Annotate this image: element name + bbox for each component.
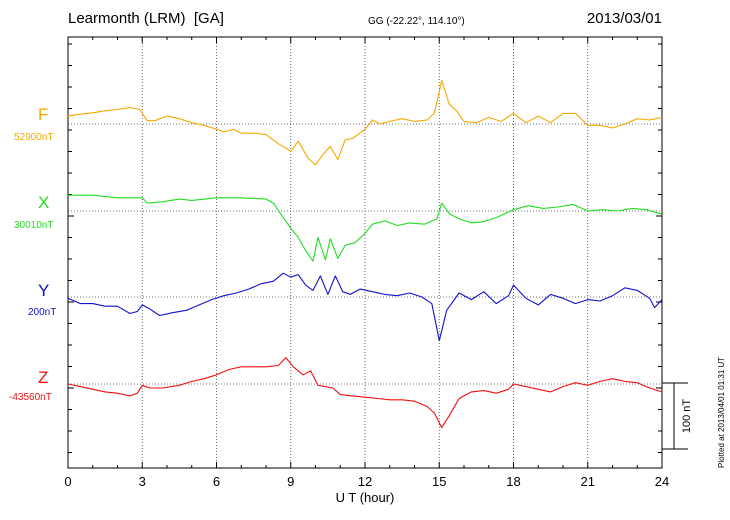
channel-baseline-y: 200nT (28, 307, 57, 318)
series-line-f (67, 79, 663, 166)
x-tick-label: 24 (654, 474, 670, 489)
channel-baseline-f: 52900nT (14, 132, 54, 143)
x-tick-label: 21 (580, 474, 595, 489)
channel-baseline-z: -43560nT (9, 392, 52, 403)
series-line-y (67, 272, 663, 342)
channel-label-f: F (38, 105, 49, 124)
x-tick-label: 18 (506, 474, 521, 489)
scale-bar-label: 100 nT (681, 399, 693, 434)
chart-title: Learmonth (LRM) [GA] (68, 10, 224, 27)
x-tick-label: 3 (138, 474, 146, 489)
chart-grid (68, 37, 662, 468)
x-tick-label: 15 (432, 474, 447, 489)
x-tick-label: 12 (357, 474, 373, 489)
channel-label-x: X (38, 193, 50, 212)
series-line-z (67, 357, 663, 429)
x-tick-label: 6 (212, 474, 221, 489)
x-axis-label: U T (hour) (335, 490, 395, 505)
channel-baseline-x: 30010nT (14, 220, 54, 231)
scale-bar: 100 nT (662, 382, 693, 450)
station-coordinates: GG (-22.22°, 114.10°) (368, 16, 465, 27)
series-line-x (68, 194, 663, 262)
series-lines (67, 79, 663, 429)
channel-label-z: Z (38, 368, 49, 387)
channel-label-y: Y (38, 281, 50, 300)
chart-date: 2013/03/01 (586, 10, 662, 27)
axis-ticks (67, 37, 663, 468)
x-tick-label: 9 (287, 474, 295, 489)
x-tick-label: 0 (64, 474, 72, 489)
